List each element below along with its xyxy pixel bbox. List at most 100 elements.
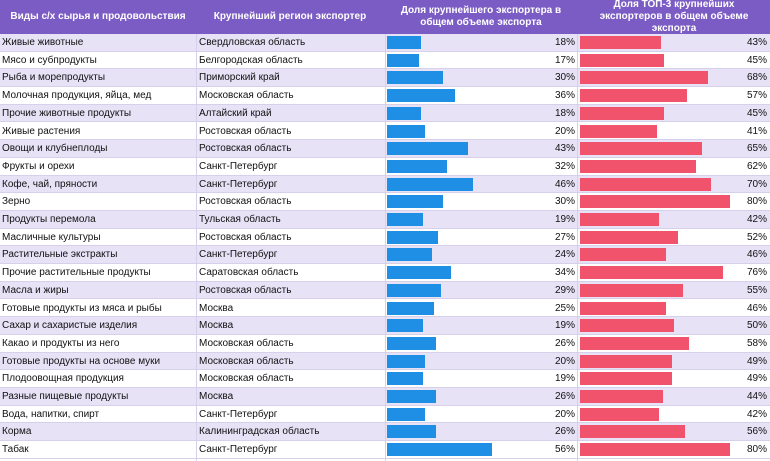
top3-share-value: 50% <box>746 320 767 332</box>
top3-share-value: 76% <box>746 267 767 279</box>
table-header: Виды с/х сырья и продовольствия Крупнейш… <box>0 0 770 34</box>
category-label: Растительные экстракты <box>2 249 118 261</box>
region-label: Свердловская область <box>199 37 306 48</box>
category-label: Готовые продукты на основе муки <box>2 355 161 367</box>
top3-share-value: 57% <box>746 90 767 102</box>
category-label: Масла и жиры <box>2 284 69 296</box>
top1-share-value: 25% <box>554 302 575 314</box>
top1-share-bar <box>387 213 423 226</box>
top1-share-value: 30% <box>554 72 575 84</box>
column-divider <box>385 34 386 461</box>
top1-share-bar <box>387 195 444 209</box>
top1-share-bar <box>387 36 421 49</box>
top3-share-bar <box>580 443 730 457</box>
top3-share-bar <box>580 354 672 368</box>
region-label: Московская область <box>199 373 294 385</box>
top3-share-bar <box>580 142 702 156</box>
top1-share-bar <box>387 106 421 120</box>
top3-share-value: 58% <box>746 337 767 349</box>
top3-share-value: 62% <box>746 160 767 172</box>
header-region: Крупнейший регион экспортер <box>213 11 367 22</box>
top3-share-value: 41% <box>746 125 767 137</box>
region-label: Ростовская область <box>199 196 292 208</box>
category-label: Разные пищевые продукты <box>2 391 129 402</box>
top1-share-bar <box>387 71 444 85</box>
top1-share-value: 19% <box>554 214 575 225</box>
top1-share-value: 26% <box>554 426 575 438</box>
category-label: Табак <box>2 444 29 456</box>
top3-share-bar <box>580 319 674 333</box>
top1-share-value: 56% <box>554 444 575 456</box>
top1-share-bar <box>387 248 432 262</box>
top3-share-bar <box>580 124 657 138</box>
category-label: Готовые продукты из мяса и рыбы <box>2 302 162 314</box>
top1-share-bar <box>387 319 423 333</box>
category-label: Какао и продукты из него <box>2 337 120 349</box>
region-label: Санкт-Петербург <box>199 249 278 261</box>
top1-share-bar <box>387 124 425 138</box>
category-label: Масличные культуры <box>2 231 101 243</box>
top1-share-bar <box>387 443 492 457</box>
top1-share-value: 43% <box>554 143 575 155</box>
top3-share-bar <box>580 177 712 191</box>
top1-share-value: 29% <box>554 284 575 296</box>
top1-share-value: 34% <box>554 267 575 279</box>
region-label: Ростовская область <box>199 125 292 137</box>
top1-share-value: 20% <box>554 408 575 420</box>
category-label: Молочная продукция, яйца, мед <box>2 90 152 102</box>
top3-share-bar <box>580 213 659 226</box>
region-label: Санкт-Петербург <box>199 408 278 420</box>
top3-share-value: 55% <box>746 284 767 296</box>
top1-share-value: 17% <box>554 54 575 66</box>
top3-share-value: 43% <box>746 37 767 48</box>
top3-share-value: 45% <box>746 107 767 119</box>
top3-share-bar <box>580 230 678 244</box>
category-label: Вода, напитки, спирт <box>2 408 100 420</box>
region-label: Саратовская область <box>199 267 299 279</box>
region-label: Московская область <box>199 355 294 367</box>
top1-share-bar <box>387 159 447 173</box>
top3-share-value: 45% <box>746 54 767 66</box>
top1-share-bar <box>387 142 468 156</box>
top3-share-value: 80% <box>746 444 767 456</box>
top1-share-value: 32% <box>554 160 575 172</box>
top3-share-bar <box>580 266 723 280</box>
top3-share-value: 44% <box>746 391 767 402</box>
category-label: Прочие растительные продукты <box>2 267 151 279</box>
category-label: Фрукты и орехи <box>2 160 75 172</box>
top3-share-bar <box>580 301 667 315</box>
region-label: Ростовская область <box>199 231 292 243</box>
region-label: Московская область <box>199 337 294 349</box>
top1-share-bar <box>387 53 419 67</box>
column-divider <box>196 34 197 461</box>
top1-share-bar <box>387 177 474 191</box>
top1-share-value: 27% <box>554 231 575 243</box>
category-label: Мясо и субпродукты <box>2 54 97 66</box>
top3-share-value: 49% <box>746 373 767 385</box>
category-label: Продукты перемола <box>2 214 96 225</box>
column-divider <box>577 34 578 461</box>
category-label: Сахар и сахаристые изделия <box>2 320 138 332</box>
top1-share-bar <box>387 336 436 350</box>
top3-share-bar <box>580 425 685 439</box>
region-label: Тульская область <box>199 214 281 225</box>
header-top1-share: Доля крупнейшего экспортера в общем объе… <box>400 5 562 28</box>
top1-share-value: 18% <box>554 37 575 48</box>
top1-share-value: 18% <box>554 107 575 119</box>
region-label: Белгородская область <box>199 54 303 66</box>
region-label: Москва <box>199 391 234 402</box>
top1-share-value: 36% <box>554 90 575 102</box>
top3-share-value: 56% <box>746 426 767 438</box>
top3-share-bar <box>580 159 697 173</box>
top1-share-bar <box>387 354 425 368</box>
top3-share-value: 65% <box>746 143 767 155</box>
region-label: Санкт-Петербург <box>199 178 278 190</box>
top1-share-value: 26% <box>554 337 575 349</box>
top1-share-value: 20% <box>554 355 575 367</box>
table-row: Табак Санкт-Петербург 56% 80% <box>0 441 770 459</box>
region-label: Санкт-Петербург <box>199 160 278 172</box>
top3-share-bar <box>580 390 663 403</box>
top3-share-value: 46% <box>746 249 767 261</box>
top1-share-value: 24% <box>554 249 575 261</box>
